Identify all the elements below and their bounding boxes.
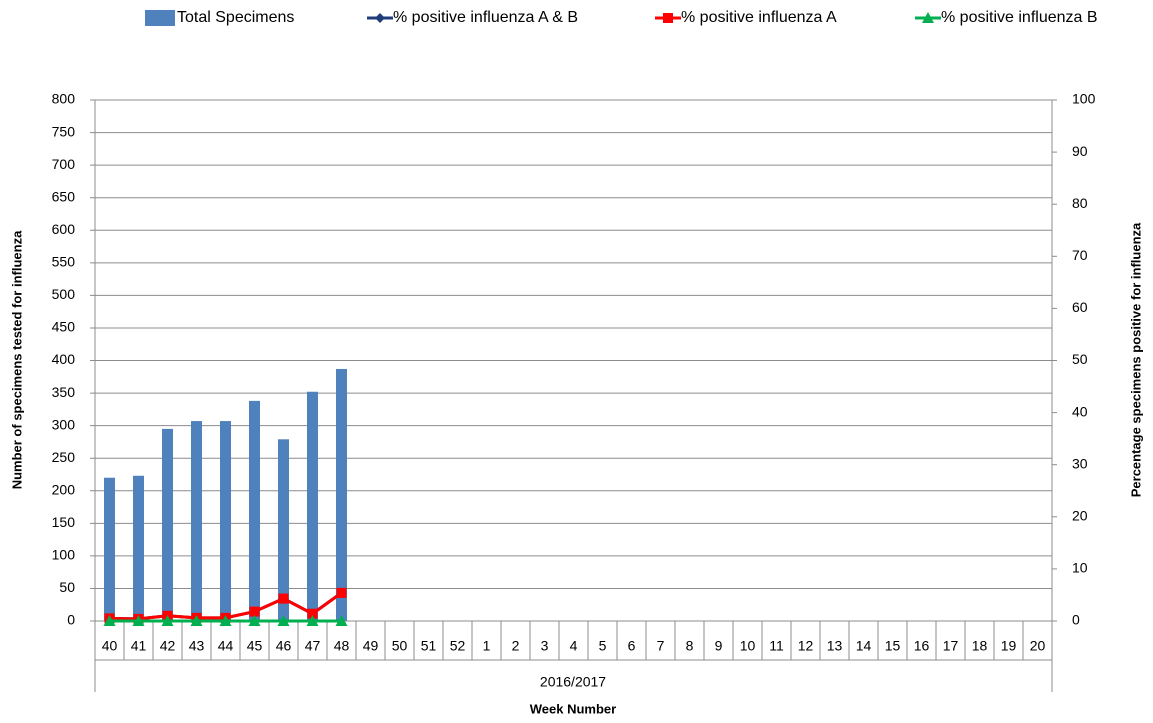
x-tick-label: 8	[686, 638, 694, 654]
y2-axis-title: Percentage specimens positive for influe…	[1128, 222, 1143, 497]
bar	[191, 421, 202, 621]
legend-label: % positive influenza B	[941, 9, 1098, 26]
y-tick-label: 300	[52, 416, 76, 432]
marker	[306, 615, 319, 626]
bar	[307, 391, 318, 621]
x-tick-label: 50	[392, 638, 408, 654]
x-tick-label: 51	[421, 638, 437, 654]
x-tick-label: 13	[827, 638, 843, 654]
bar	[278, 439, 289, 621]
y-tick-label: 100	[52, 547, 76, 563]
marker	[190, 615, 203, 626]
legend-label: % positive influenza A	[681, 9, 837, 26]
y-tick-label: 800	[52, 91, 76, 107]
y2-tick-label: 60	[1072, 299, 1088, 315]
y-tick-label: 550	[52, 254, 76, 270]
y-tick-label: 450	[52, 319, 76, 335]
y-tick-label: 700	[52, 156, 76, 172]
y-axis-title: Number of specimens tested for influenza	[9, 230, 24, 489]
bar	[104, 477, 115, 621]
bar	[249, 400, 260, 621]
x-tick-label: 3	[541, 638, 549, 654]
y-tick-label: 500	[52, 286, 76, 302]
y-tick-label: 650	[52, 188, 76, 204]
y-tick-label: 350	[52, 384, 76, 400]
marker	[248, 615, 261, 626]
bar	[336, 368, 347, 621]
y2-tick-label: 90	[1072, 143, 1088, 159]
marker	[336, 587, 347, 598]
legend-marker	[922, 12, 934, 23]
y-tick-label: 250	[52, 449, 76, 465]
marker	[132, 615, 145, 626]
y2-tick-label: 30	[1072, 455, 1088, 471]
x-tick-label: 12	[798, 638, 814, 654]
x-axis-title: Week Number	[530, 701, 616, 716]
marker	[277, 615, 290, 626]
x-tick-label: 2	[512, 638, 520, 654]
y2-tick-label: 100	[1072, 91, 1096, 107]
y-tick-label: 50	[59, 579, 75, 595]
legend-marker	[375, 13, 385, 23]
x-tick-label: 15	[885, 638, 901, 654]
y2-tick-label: 80	[1072, 195, 1088, 211]
x-tick-label: 10	[740, 638, 756, 654]
x-tick-label: 6	[628, 638, 636, 654]
x-tick-label: 49	[363, 638, 379, 654]
y2-tick-label: 50	[1072, 351, 1088, 367]
y-tick-label: 200	[52, 481, 76, 497]
x-tick-label: 45	[247, 638, 263, 654]
marker	[219, 615, 232, 626]
bar	[162, 428, 173, 621]
y2-tick-label: 40	[1072, 403, 1088, 419]
x-tick-label: 9	[715, 638, 723, 654]
y2-tick-label: 10	[1072, 560, 1088, 576]
y2-tick-label: 20	[1072, 508, 1088, 524]
x-tick-label: 40	[102, 638, 118, 654]
x-tick-label: 17	[943, 638, 959, 654]
y-tick-label: 0	[67, 612, 75, 628]
marker	[278, 593, 289, 604]
y-tick-label: 600	[52, 221, 76, 237]
x-tick-label: 5	[599, 638, 607, 654]
x-tick-label: 48	[334, 638, 350, 654]
y2-tick-label: 0	[1072, 612, 1080, 628]
x-tick-label: 14	[856, 638, 872, 654]
marker	[161, 615, 174, 626]
x-tick-label: 1	[483, 638, 491, 654]
x-tick-label: 41	[131, 638, 147, 654]
bar	[220, 421, 231, 621]
x-tick-label: 19	[1001, 638, 1017, 654]
x-tick-label: 11	[769, 638, 784, 654]
marker	[335, 615, 348, 626]
y-tick-label: 400	[52, 351, 76, 367]
legend-swatch	[145, 10, 175, 26]
marker	[307, 608, 318, 619]
marker	[103, 615, 116, 626]
x-tick-label: 52	[450, 638, 466, 654]
y2-tick-label: 70	[1072, 247, 1088, 263]
x-tick-label: 16	[914, 638, 930, 654]
x-tick-label: 42	[160, 638, 176, 654]
x-tick-label: 46	[276, 638, 292, 654]
legend-label: Total Specimens	[177, 9, 294, 26]
x-tick-label: 7	[657, 638, 665, 654]
x-tick-label: 4	[570, 638, 578, 654]
bar	[133, 475, 144, 621]
x-tick-label: 43	[189, 638, 205, 654]
marker	[249, 606, 260, 617]
x-tick-label: 44	[218, 638, 234, 654]
y-tick-label: 150	[52, 514, 76, 530]
x-tick-label: 18	[972, 638, 988, 654]
group-label: 2016/2017	[540, 674, 606, 690]
legend-label: % positive influenza A & B	[393, 9, 578, 26]
y-tick-label: 750	[52, 123, 76, 139]
x-tick-label: 47	[305, 638, 321, 654]
x-tick-label: 20	[1030, 638, 1046, 654]
legend-marker	[663, 13, 673, 23]
